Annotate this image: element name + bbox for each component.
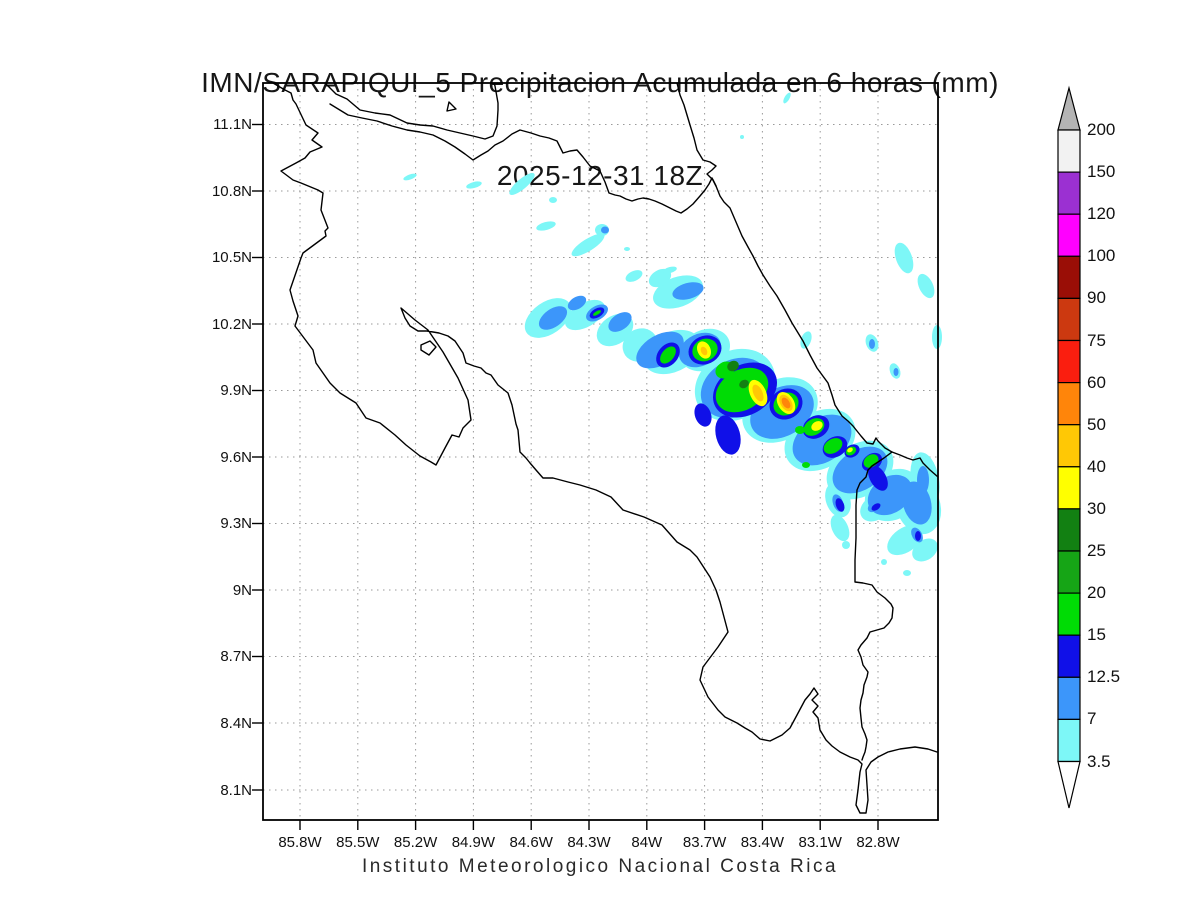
lake-island-path — [446, 101, 457, 112]
lon-tick-label: 83.4W — [740, 834, 785, 851]
colorbar-under-arrow — [1057, 760, 1081, 809]
lat-tick-label: 8.4N — [220, 714, 252, 732]
colorbar-over-arrow — [1057, 85, 1081, 131]
colorbar-level-label: 12.5 — [1087, 667, 1121, 687]
lon-tick-label: 84.6W — [509, 834, 553, 851]
pacific-coast-path — [272, 82, 938, 814]
colorbar — [1057, 85, 1081, 809]
lon-tick-label: 85.8W — [278, 834, 322, 851]
colorbar-level-label: 120 — [1087, 204, 1116, 224]
lon-tick-label: 85.5W — [336, 834, 380, 851]
colorbar-level-label: 20 — [1087, 583, 1106, 603]
lat-tick-label: 9N — [232, 581, 252, 599]
lon-tick-label: 84.3W — [567, 834, 611, 851]
colorbar-level-label: 30 — [1087, 498, 1106, 518]
colorbar-level-label: 15 — [1087, 625, 1106, 645]
lat-tick-label: 8.7N — [220, 648, 252, 665]
plot-frame — [252, 82, 939, 830]
axis-tick-marks — [252, 123, 879, 830]
footer-caption: Instituto Meteorologico Nacional Costa R… — [361, 856, 839, 877]
lon-tick-label: 84W — [631, 834, 663, 851]
lat-tick-label: 10.2N — [211, 315, 252, 333]
caribbean-coast-path — [676, 82, 939, 478]
colorbar-level-label: 50 — [1087, 414, 1106, 434]
lat-tick-label: 10.5N — [211, 249, 252, 266]
lon-tick-label: 85.2W — [393, 834, 438, 851]
precipitation-shading — [403, 92, 942, 576]
chira-island-path — [420, 340, 437, 356]
colorbar-level-label: 75 — [1087, 330, 1106, 350]
lon-tick-label: 82.8W — [856, 834, 900, 851]
lon-tick-label: 83.7W — [682, 834, 727, 851]
lat-tick-label: 10.8N — [211, 182, 252, 200]
colorbar-level-label: 150 — [1087, 162, 1116, 182]
colorbar-level-label: 40 — [1087, 456, 1106, 476]
colorbar-level-label: 25 — [1087, 541, 1106, 560]
lon-tick-label: 84.9W — [451, 834, 496, 851]
lat-tick-label: 9.6N — [220, 448, 252, 466]
lake-nicaragua-shore-path — [324, 82, 499, 140]
costa-rica-coastline — [272, 82, 939, 814]
colorbar-level-label: 100 — [1087, 246, 1116, 266]
graticule-gridlines — [263, 83, 938, 820]
colorbar-level-label: 90 — [1087, 288, 1106, 308]
lat-tick-label: 9.9N — [220, 382, 252, 399]
colorbar-level-label: 200 — [1087, 120, 1116, 139]
nicaragua-border-river-path — [329, 103, 717, 214]
lat-tick-label: 8.1N — [220, 781, 252, 799]
lon-tick-label: 83.1W — [798, 834, 842, 851]
colorbar-level-label: 60 — [1087, 372, 1106, 392]
colorbar-level-label: 3.5 — [1087, 751, 1111, 771]
lat-tick-label: 11.1N — [213, 116, 252, 133]
panama-border-path — [854, 451, 894, 761]
colorbar-level-label: 7 — [1087, 709, 1097, 729]
lat-tick-label: 9.3N — [220, 515, 252, 532]
